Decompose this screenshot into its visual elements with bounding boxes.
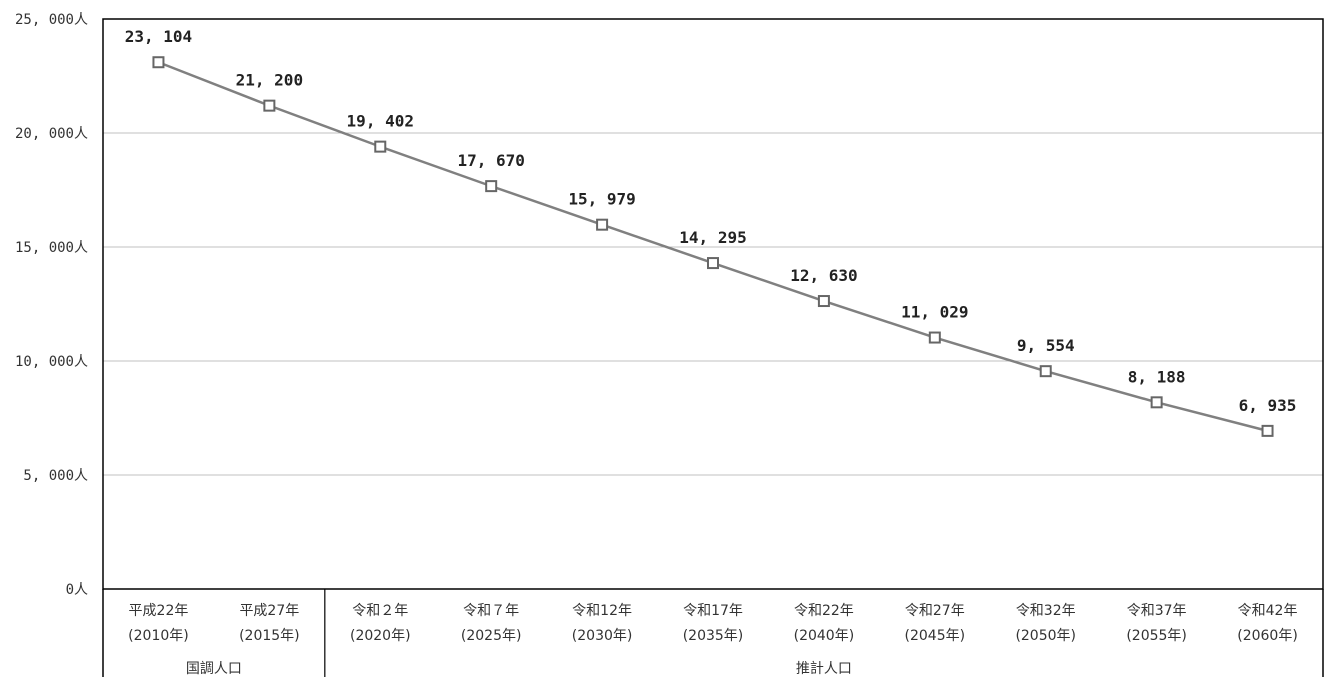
category-group-label: 国調人口 xyxy=(186,661,242,677)
x-tick-label: 令和27年 xyxy=(905,603,965,619)
x-tick-sublabel: (2045年) xyxy=(905,628,966,644)
data-point xyxy=(152,56,165,69)
x-tick-sublabel: (2030年) xyxy=(572,628,633,644)
x-tick-label: 令和32年 xyxy=(1016,603,1076,619)
x-tick-sublabel: (2025年) xyxy=(461,628,522,644)
x-tick-sublabel: (2060年) xyxy=(1237,628,1298,644)
data-label: 14, 295 xyxy=(679,228,746,247)
data-point xyxy=(1150,396,1163,409)
x-tick-sublabel: (2050年) xyxy=(1015,628,1076,644)
data-label: 12, 630 xyxy=(790,266,857,285)
data-point xyxy=(1039,365,1052,378)
data-label: 15, 979 xyxy=(568,190,635,209)
x-tick-sublabel: (2040年) xyxy=(794,628,855,644)
x-tick-sublabel: (2010年) xyxy=(128,628,189,644)
data-point xyxy=(263,99,276,112)
data-label: 21, 200 xyxy=(236,71,303,90)
category-group-label: 推計人口 xyxy=(796,661,852,677)
data-point xyxy=(707,257,719,270)
data-point xyxy=(596,218,609,231)
data-point xyxy=(928,331,941,344)
x-tick-sublabel: (2020年) xyxy=(350,628,411,644)
y-tick-label: 20, 000人 xyxy=(15,126,88,142)
data-label: 19, 402 xyxy=(347,112,414,131)
plot-area-border xyxy=(102,18,1324,590)
data-label: 9, 554 xyxy=(1017,336,1075,355)
x-tick-label: 平成22年 xyxy=(129,603,189,619)
data-label: 17, 670 xyxy=(457,151,524,170)
data-point xyxy=(817,295,830,308)
x-tick-sublabel: (2015年) xyxy=(239,628,300,644)
x-tick-label: 令和７年 xyxy=(463,603,519,619)
x-tick-label: 令和42年 xyxy=(1238,603,1298,619)
x-tick-label: 令和17年 xyxy=(683,603,743,619)
data-point xyxy=(1261,424,1274,437)
x-tick-label: 令和37年 xyxy=(1127,603,1187,619)
data-point xyxy=(374,140,387,153)
y-tick-label: 15, 000人 xyxy=(15,240,88,256)
data-label: 8, 188 xyxy=(1128,367,1186,386)
y-tick-label: 0人 xyxy=(66,582,88,598)
y-tick-label: 5, 000人 xyxy=(23,468,88,484)
y-tick-label: 10, 000人 xyxy=(15,354,88,370)
data-label: 6, 935 xyxy=(1239,396,1297,415)
data-point xyxy=(485,180,498,193)
x-tick-label: 令和２年 xyxy=(352,603,408,619)
x-tick-sublabel: (2055年) xyxy=(1126,628,1187,644)
x-tick-label: 令和12年 xyxy=(572,603,632,619)
x-tick-label: 平成27年 xyxy=(239,603,299,619)
x-tick-sublabel: (2035年) xyxy=(683,628,744,644)
y-tick-label: 25, 000人 xyxy=(15,12,88,28)
x-tick-label: 令和22年 xyxy=(794,603,854,619)
data-label: 11, 029 xyxy=(901,303,968,322)
data-label: 23, 104 xyxy=(125,27,192,46)
